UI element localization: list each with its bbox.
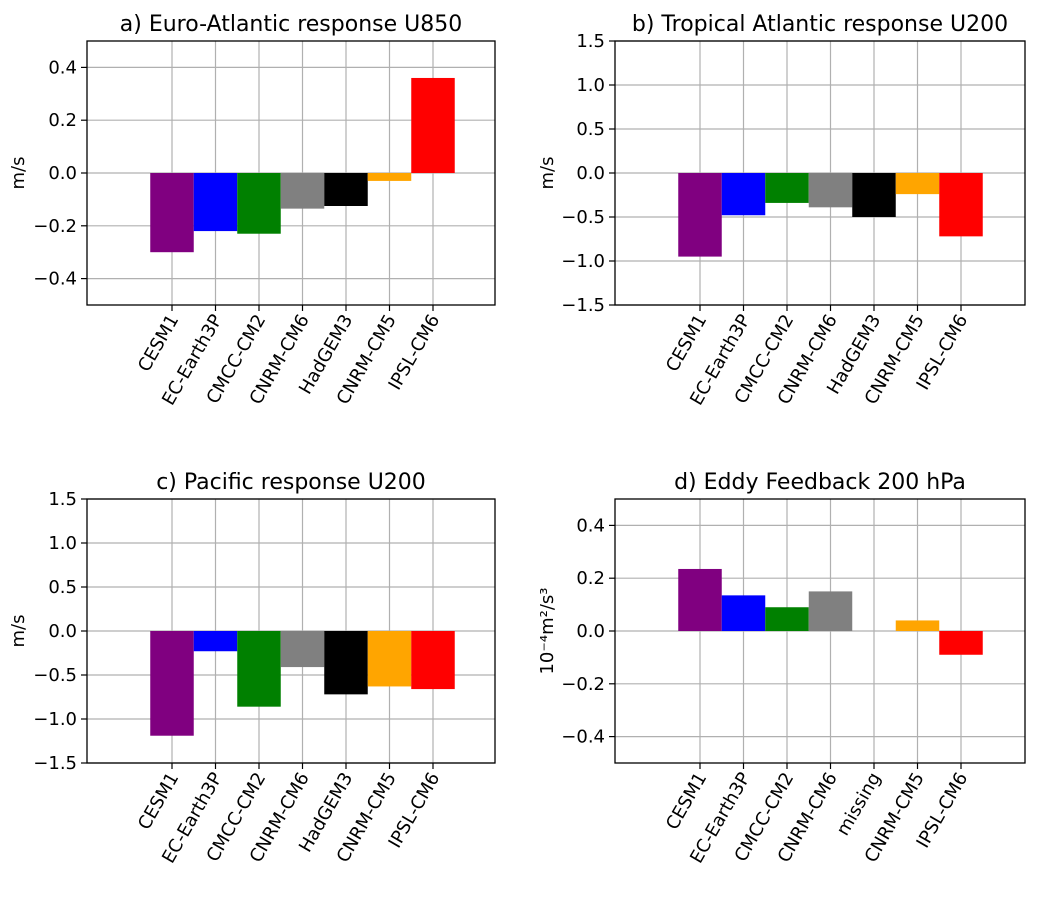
panel-eddy-feedback-200hpa: −0.4−0.20.00.20.4CESM1EC-Earth3PCMCC-CM2…: [537, 470, 1026, 867]
panel-tropical-atlantic-u200: −1.5−1.0−0.50.00.51.01.5CESM1EC-Earth3PC…: [537, 12, 1026, 409]
panel-title: b) Tropical Atlantic response U200: [632, 12, 1008, 37]
bar-cnrm-cm5: [367, 173, 412, 181]
bar-cesm1: [150, 173, 194, 253]
bar-cnrm-cm6: [280, 173, 325, 209]
y-tick-label: 1.5: [576, 31, 605, 52]
bar-cnrm-cm5: [895, 620, 940, 631]
y-tick-label: −0.4: [33, 269, 77, 290]
y-tick-label: 0.0: [48, 163, 77, 184]
y-tick-label: 0.0: [48, 621, 77, 642]
y-axis-label: m/s: [8, 615, 29, 648]
bar-cesm1: [678, 173, 722, 257]
bar-hadgem3: [324, 173, 368, 206]
bar-cesm1: [678, 568, 722, 631]
panel-title: d) Eddy Feedback 200 hPa: [674, 470, 966, 495]
y-tick-label: −0.4: [561, 727, 605, 748]
bar-cesm1: [150, 631, 194, 736]
y-tick-label: 0.2: [576, 568, 605, 589]
bar-ec-earth3p: [721, 595, 766, 631]
y-axis-label: 10⁻⁴m²/s³: [537, 587, 558, 674]
bar-cmcc-cm2: [237, 631, 281, 707]
panel-pacific-u200: −1.5−1.0−0.50.00.51.01.5CESM1EC-Earth3PC…: [8, 470, 496, 867]
bar-ipsl-cm6: [411, 77, 455, 173]
panel-euro-atlantic-u850: −0.4−0.20.00.20.4CESM1EC-Earth3PCMCC-CM2…: [8, 12, 496, 409]
y-tick-label: 1.5: [48, 489, 77, 510]
y-tick-label: 0.4: [48, 57, 77, 78]
y-axis-label: m/s: [8, 157, 29, 190]
bar-cnrm-cm5: [367, 631, 412, 687]
y-tick-label: 0.5: [576, 119, 605, 140]
y-tick-label: −0.5: [561, 207, 605, 228]
bar-cmcc-cm2: [237, 173, 281, 234]
bar-ec-earth3p: [193, 173, 238, 232]
y-tick-label: 0.2: [48, 110, 77, 131]
panel-title: c) Pacific response U200: [156, 470, 426, 495]
y-tick-label: −1.5: [561, 295, 605, 316]
y-tick-label: −1.0: [561, 251, 605, 272]
y-tick-label: −0.2: [561, 674, 605, 695]
bar-hadgem3: [852, 173, 896, 217]
bar-cnrm-cm6: [280, 631, 325, 668]
y-tick-label: −0.2: [33, 216, 77, 237]
y-tick-label: 0.0: [576, 163, 605, 184]
bar-ipsl-cm6: [939, 173, 983, 237]
bar-ipsl-cm6: [939, 631, 983, 655]
y-tick-label: 0.5: [48, 577, 77, 598]
bar-cmcc-cm2: [765, 173, 809, 203]
y-axis-label: m/s: [537, 157, 558, 190]
bar-ec-earth3p: [721, 173, 766, 216]
y-tick-label: −0.5: [33, 665, 77, 686]
y-tick-label: −1.0: [33, 709, 77, 730]
bar-ec-earth3p: [193, 631, 238, 652]
bar-hadgem3: [324, 631, 368, 695]
y-tick-label: 1.0: [48, 533, 77, 554]
bar-cnrm-cm5: [895, 173, 940, 195]
panel-title: a) Euro-Atlantic response U850: [120, 12, 462, 37]
bar-ipsl-cm6: [411, 631, 455, 690]
bar-cmcc-cm2: [765, 607, 809, 631]
bar-cnrm-cm6: [808, 173, 853, 208]
y-tick-label: 1.0: [576, 75, 605, 96]
y-tick-label: −1.5: [33, 753, 77, 774]
bar-cnrm-cm6: [808, 591, 853, 631]
y-tick-label: 0.4: [576, 515, 605, 536]
y-tick-label: 0.0: [576, 621, 605, 642]
